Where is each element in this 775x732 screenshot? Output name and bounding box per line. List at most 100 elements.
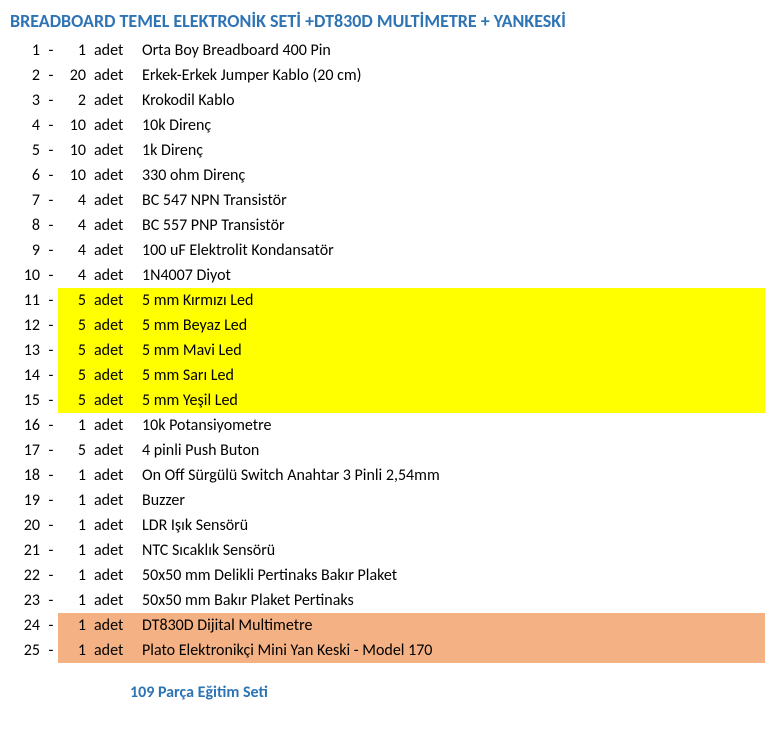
row-unit: adet: [92, 113, 140, 138]
row-description: 50x50 mm Bakır Plaket Pertinaks: [140, 588, 765, 613]
row-index: 16: [10, 413, 44, 438]
list-item: 16-1adet10k Potansiyometre: [10, 413, 765, 438]
row-quantity: 10: [58, 163, 92, 188]
row-index: 3: [10, 88, 44, 113]
row-dash: -: [44, 588, 58, 613]
row-quantity: 1: [58, 463, 92, 488]
row-quantity: 5: [58, 363, 92, 388]
row-index: 23: [10, 588, 44, 613]
row-unit: adet: [92, 288, 140, 313]
row-unit: adet: [92, 463, 140, 488]
list-item: 12-5adet5 mm Beyaz Led: [10, 313, 765, 338]
row-dash: -: [44, 188, 58, 213]
row-unit: adet: [92, 38, 140, 63]
list-item: 13-5adet5 mm Mavi Led: [10, 338, 765, 363]
list-item: 17-5adet4 pinli Push Buton: [10, 438, 765, 463]
row-quantity: 4: [58, 188, 92, 213]
row-unit: adet: [92, 138, 140, 163]
list-item: 6-10adet330 ohm Direnç: [10, 163, 765, 188]
row-index: 15: [10, 388, 44, 413]
row-unit: adet: [92, 438, 140, 463]
row-dash: -: [44, 438, 58, 463]
row-index: 25: [10, 638, 44, 663]
row-quantity: 4: [58, 263, 92, 288]
row-unit: adet: [92, 513, 140, 538]
footer-count: 109: [130, 683, 154, 702]
row-dash: -: [44, 38, 58, 63]
row-description: 5 mm Kırmızı Led: [140, 288, 765, 313]
row-quantity: 1: [58, 638, 92, 663]
row-index: 6: [10, 163, 44, 188]
row-description: NTC Sıcaklık Sensörü: [140, 538, 765, 563]
parts-list: 1-1adetOrta Boy Breadboard 400 Pin2-20ad…: [10, 38, 765, 663]
page-title: BREADBOARD TEMEL ELEKTRONİK SETİ +DT830D…: [10, 8, 765, 38]
row-unit: adet: [92, 363, 140, 388]
row-quantity: 1: [58, 488, 92, 513]
list-item: 20-1adetLDR Işık Sensörü: [10, 513, 765, 538]
row-quantity: 1: [58, 613, 92, 638]
list-item: 5-10adet1k Direnç: [10, 138, 765, 163]
list-item: 7-4adetBC 547 NPN Transistör: [10, 188, 765, 213]
list-item: 1-1adetOrta Boy Breadboard 400 Pin: [10, 38, 765, 63]
row-dash: -: [44, 138, 58, 163]
row-index: 5: [10, 138, 44, 163]
list-item: 4-10adet10k Direnç: [10, 113, 765, 138]
row-index: 14: [10, 363, 44, 388]
row-index: 19: [10, 488, 44, 513]
list-item: 3-2adetKrokodil Kablo: [10, 88, 765, 113]
row-quantity: 20: [58, 63, 92, 88]
list-item: 10-4adet1N4007 Diyot: [10, 263, 765, 288]
list-item: 24-1adetDT830D Dijital Multimetre: [10, 613, 765, 638]
row-description: 5 mm Mavi Led: [140, 338, 765, 363]
row-dash: -: [44, 563, 58, 588]
row-unit: adet: [92, 638, 140, 663]
row-dash: -: [44, 513, 58, 538]
row-quantity: 1: [58, 588, 92, 613]
list-item: 11-5adet5 mm Kırmızı Led: [10, 288, 765, 313]
row-unit: adet: [92, 63, 140, 88]
row-index: 1: [10, 38, 44, 63]
list-item: 23-1adet50x50 mm Bakır Plaket Pertinaks: [10, 588, 765, 613]
row-unit: adet: [92, 163, 140, 188]
row-quantity: 5: [58, 313, 92, 338]
row-description: 330 ohm Direnç: [140, 163, 765, 188]
row-quantity: 4: [58, 238, 92, 263]
row-unit: adet: [92, 613, 140, 638]
row-description: DT830D Dijital Multimetre: [140, 613, 765, 638]
row-quantity: 10: [58, 138, 92, 163]
row-index: 12: [10, 313, 44, 338]
row-unit: adet: [92, 388, 140, 413]
row-unit: adet: [92, 313, 140, 338]
row-description: 100 uF Elektrolit Kondansatör: [140, 238, 765, 263]
list-item: 21-1adetNTC Sıcaklık Sensörü: [10, 538, 765, 563]
row-dash: -: [44, 338, 58, 363]
row-dash: -: [44, 113, 58, 138]
list-item: 18-1adetOn Off Sürgülü Switch Anahtar 3 …: [10, 463, 765, 488]
row-dash: -: [44, 413, 58, 438]
row-description: Plato Elektronikçi Mini Yan Keski - Mode…: [140, 638, 765, 663]
row-index: 13: [10, 338, 44, 363]
row-description: 1k Direnç: [140, 138, 765, 163]
row-description: Buzzer: [140, 488, 765, 513]
list-item: 25-1adetPlato Elektronikçi Mini Yan Kesk…: [10, 638, 765, 663]
row-dash: -: [44, 63, 58, 88]
row-description: LDR Işık Sensörü: [140, 513, 765, 538]
row-description: 50x50 mm Delikli Pertinaks Bakır Plaket: [140, 563, 765, 588]
list-item: 22-1adet50x50 mm Delikli Pertinaks Bakır…: [10, 563, 765, 588]
row-description: 10k Potansiyometre: [140, 413, 765, 438]
row-dash: -: [44, 538, 58, 563]
row-unit: adet: [92, 263, 140, 288]
row-description: 5 mm Beyaz Led: [140, 313, 765, 338]
row-unit: adet: [92, 538, 140, 563]
row-quantity: 10: [58, 113, 92, 138]
row-index: 9: [10, 238, 44, 263]
row-quantity: 5: [58, 288, 92, 313]
row-index: 4: [10, 113, 44, 138]
row-dash: -: [44, 363, 58, 388]
row-quantity: 5: [58, 388, 92, 413]
row-unit: adet: [92, 338, 140, 363]
row-dash: -: [44, 163, 58, 188]
row-quantity: 1: [58, 413, 92, 438]
row-index: 2: [10, 63, 44, 88]
row-description: Krokodil Kablo: [140, 88, 765, 113]
